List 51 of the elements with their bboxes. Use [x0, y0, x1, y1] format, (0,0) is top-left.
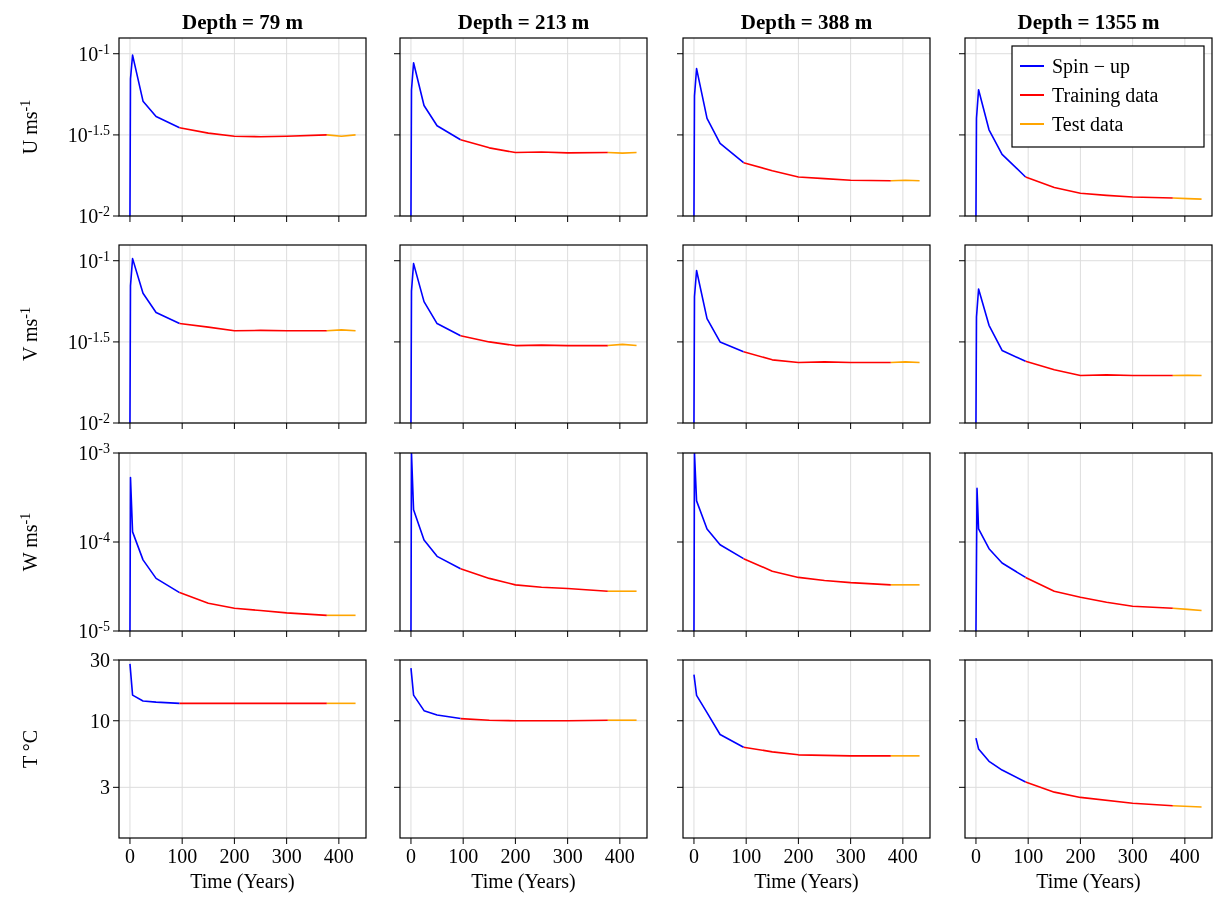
x-tick-label: 200: [1065, 845, 1096, 867]
line-series: [129, 257, 181, 423]
line-series: [178, 591, 328, 617]
y-tick-label: 10$^{-5}$: [78, 618, 110, 642]
x-tick-label: 0: [970, 845, 981, 867]
y-axis-title: T °C: [19, 729, 41, 769]
y-tick-label: 10$^{-1}$: [78, 41, 110, 65]
legend-label: Training data: [1052, 84, 1159, 107]
legend-label: Spin − up: [1052, 55, 1130, 78]
x-tick-label: 0: [688, 845, 699, 867]
x-tick-label: 100: [1013, 845, 1044, 867]
y-tick-label: 10: [90, 709, 110, 732]
x-axis-title: Time (Years): [754, 870, 859, 893]
x-tick-label: 400: [1169, 845, 1200, 867]
line-series: [129, 54, 181, 216]
chart-title: Depth = 213 m: [457, 10, 590, 34]
x-tick-label: 200: [783, 845, 814, 867]
y-tick-label: 10$^{-2}$: [78, 203, 110, 227]
line-series: [129, 663, 181, 705]
legend-label: Test data: [1052, 113, 1124, 135]
y-tick-label: 10$^{-1.5}$: [67, 329, 110, 353]
x-tick-label: 300: [1117, 845, 1148, 867]
x-tick-label: 400: [604, 845, 635, 867]
y-tick-label: 10$^{-1}$: [78, 248, 110, 272]
x-tick-label: 0: [124, 845, 135, 867]
x-tick-label: 200: [219, 845, 250, 867]
y-tick-label: 10$^{-1.5}$: [67, 122, 110, 146]
x-axis-title: Time (Years): [190, 870, 295, 893]
x-tick-label: 400: [323, 845, 354, 867]
x-tick-label: 100: [731, 845, 762, 867]
x-tick-label: 400: [887, 845, 918, 867]
line-series: [178, 126, 328, 138]
y-tick-label: 10$^{-3}$: [78, 440, 110, 464]
line-series: [129, 476, 181, 631]
x-tick-label: 0: [405, 845, 416, 867]
x-tick-label: 300: [835, 845, 866, 867]
y-tick-label: 10$^{-4}$: [78, 529, 110, 553]
x-axis-title: Time (Years): [471, 870, 576, 893]
chart-title: Depth = 1355 m: [1017, 10, 1161, 34]
x-axis-title: Time (Years): [1036, 870, 1141, 893]
chart-title: Depth = 388 m: [740, 10, 873, 34]
y-tick-label: 30: [90, 649, 110, 671]
x-tick-label: 100: [167, 845, 198, 867]
x-tick-label: 200: [500, 845, 531, 867]
y-tick-label: 3: [100, 776, 110, 799]
x-tick-label: 300: [552, 845, 583, 867]
x-tick-label: 300: [271, 845, 302, 867]
y-tick-label: 10$^{-2}$: [78, 410, 110, 434]
chart-title: Depth = 79 m: [181, 10, 304, 34]
line-series: [178, 322, 328, 332]
x-tick-label: 100: [448, 845, 479, 867]
